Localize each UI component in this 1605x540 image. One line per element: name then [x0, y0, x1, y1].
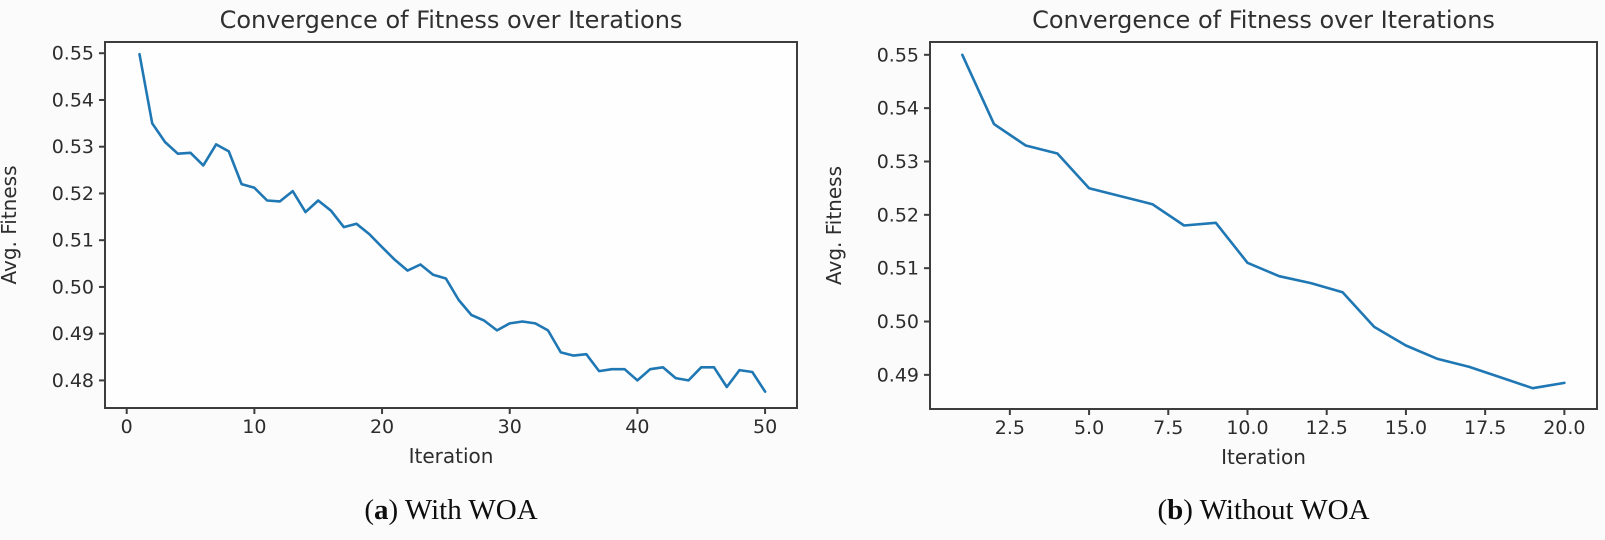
y-tick-label: 0.50 [52, 276, 94, 298]
y-tick-label: 0.49 [52, 323, 94, 345]
y-tick-label: 0.52 [52, 183, 94, 205]
caption-suffix: ) Without WOA [1183, 494, 1370, 526]
axes-spines [929, 41, 1598, 410]
y-axis-label: Avg. Fitness [0, 165, 21, 284]
caption-prefix: ( [1157, 494, 1168, 526]
caption-with-woa: (a) With WOA [105, 492, 797, 528]
x-tick-label: 0 [121, 416, 133, 438]
x-tick-label: 50 [753, 416, 777, 438]
y-tick-label: 0.55 [877, 44, 919, 66]
x-tick-label: 5.0 [1074, 417, 1104, 439]
chart-without-woa: 2.5 5.0 7.5 10.0 12.5 15.0 17.5 20.0 0.55 0.54 0.5… [822, 6, 1598, 469]
x-tick-label: 7.5 [1153, 417, 1183, 439]
chart-title: Convergence of Fitness over Iterations [220, 6, 683, 34]
fitness-line [138, 52, 767, 393]
caption-prefix: ( [364, 494, 374, 526]
x-tick-label: 40 [625, 416, 649, 438]
caption-suffix: ) With WOA [388, 494, 538, 526]
x-axis-label: Iteration [1221, 445, 1306, 469]
y-tick-label: 0.50 [877, 311, 919, 333]
axes-spines [104, 41, 798, 409]
y-tick-label: 0.51 [52, 230, 94, 252]
fitness-line [960, 53, 1566, 390]
y-tick-label: 0.48 [52, 370, 94, 392]
caption-letter: a [373, 494, 389, 526]
y-tick-label: 0.55 [52, 43, 94, 65]
x-tick-label: 20 [370, 416, 394, 438]
y-tick-label: 0.51 [877, 258, 919, 280]
y-tick-label: 0.53 [877, 151, 919, 173]
x-tick-label: 10 [242, 416, 266, 438]
y-axis-label: Avg. Fitness [822, 166, 846, 285]
x-tick-label: 2.5 [995, 417, 1025, 439]
x-axis-label: Iteration [409, 444, 494, 468]
x-tick-label: 12.5 [1306, 417, 1348, 439]
x-tick-label: 15.0 [1385, 417, 1427, 439]
plot-area [105, 42, 797, 408]
x-tick-label: 20.0 [1543, 417, 1585, 439]
caption-letter: b [1167, 494, 1184, 526]
plot-area [930, 42, 1597, 409]
y-tick-label: 0.53 [52, 136, 94, 158]
chart-title: Convergence of Fitness over Iterations [1032, 6, 1495, 34]
y-tick-label: 0.49 [877, 364, 919, 386]
y-tick-label: 0.54 [52, 89, 94, 111]
x-tick-label: 30 [498, 416, 522, 438]
caption-without-woa: (b) Without WOA [930, 492, 1597, 528]
y-tick-label: 0.52 [877, 204, 919, 226]
chart-with-woa: 0 10 20 30 40 50 0.55 0.54 0.53 0.52 0.51 0.50 0.49 0… [0, 6, 798, 468]
x-tick-label: 10.0 [1226, 417, 1268, 439]
y-tick-label: 0.54 [877, 98, 919, 120]
x-tick-label: 17.5 [1464, 417, 1506, 439]
